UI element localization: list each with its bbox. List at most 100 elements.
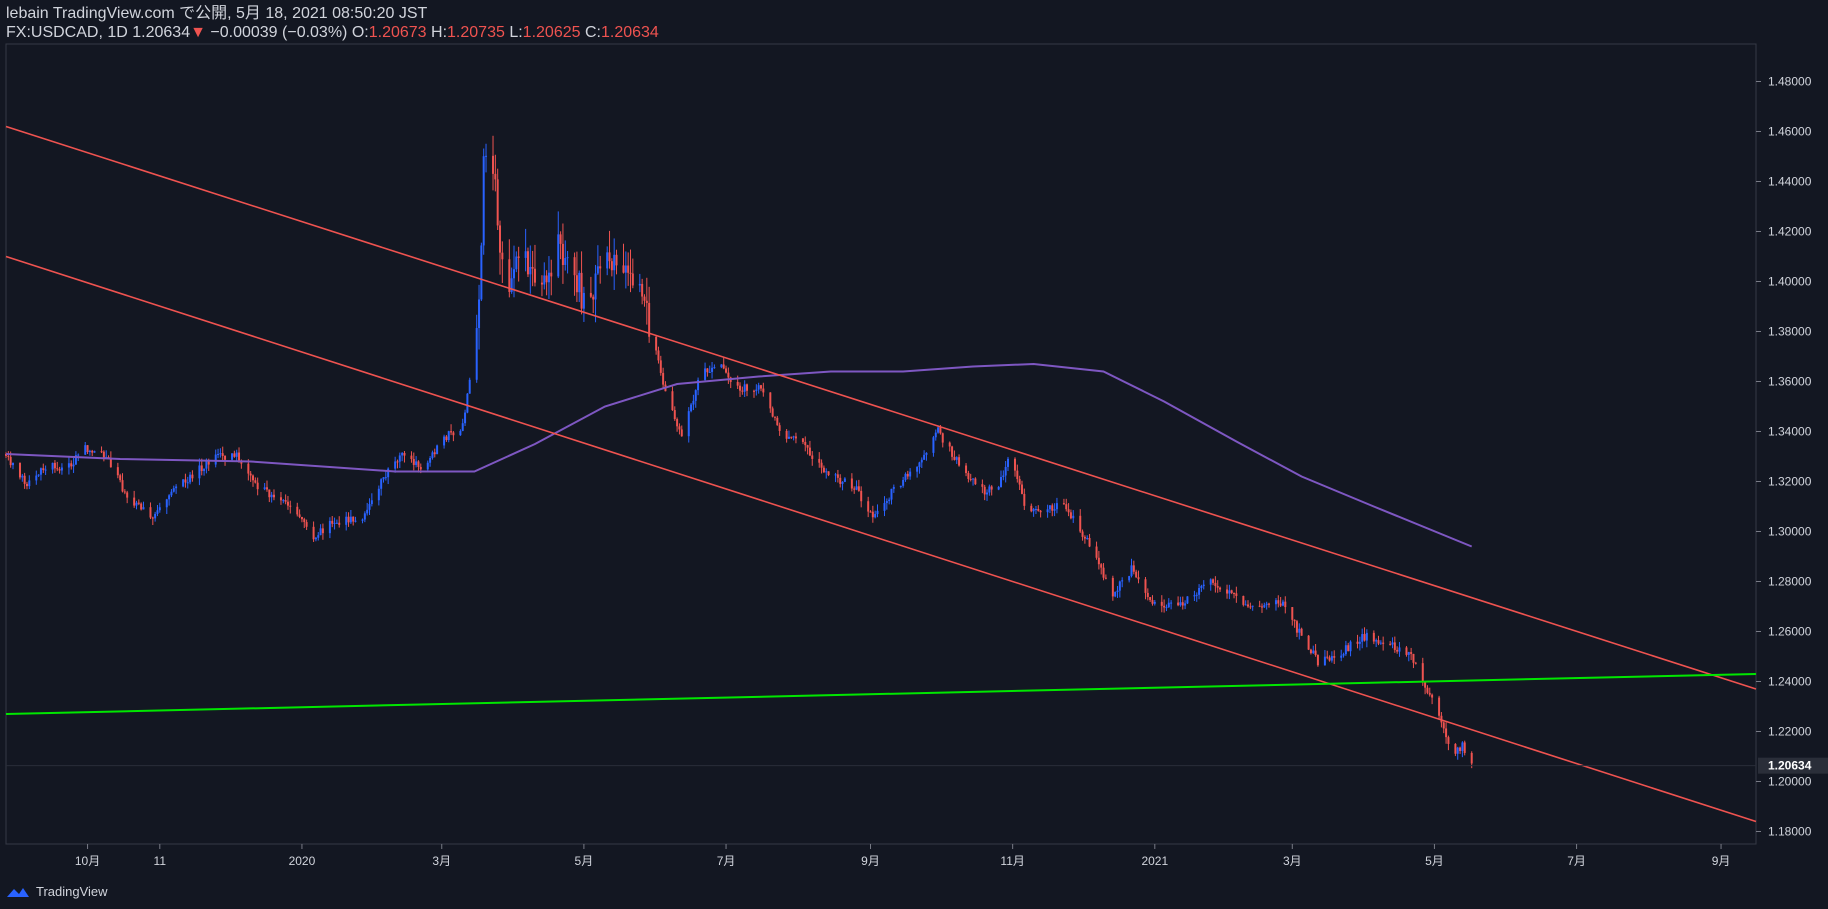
candle-body <box>1100 564 1103 568</box>
candle-body <box>988 486 991 493</box>
candle-body <box>1097 557 1100 565</box>
channel-upper-line <box>5 125 1757 690</box>
candle-body <box>1365 632 1368 641</box>
candle-body <box>1330 656 1333 661</box>
publish-info: lebain TradingView.com で公開, 5月 18, 2021 … <box>6 5 428 22</box>
candle-body <box>1046 509 1049 513</box>
candle-body <box>972 478 975 480</box>
candle-body <box>1193 595 1196 597</box>
candle-body <box>580 272 583 309</box>
candle-body <box>762 388 765 393</box>
candle-body <box>142 507 145 510</box>
candle-body <box>21 475 24 478</box>
candle-body <box>1309 649 1312 654</box>
ohlc-legend: FX:USDCAD, 1D 1.20634▼ −0.00039 (−0.03%)… <box>6 23 659 42</box>
candle-body <box>478 299 481 329</box>
candle-body <box>827 471 830 476</box>
candle-body <box>1265 603 1268 606</box>
low-value: 1.20625 <box>522 24 581 41</box>
candle-body <box>1314 650 1317 656</box>
candle-body <box>641 283 644 297</box>
candle-body <box>1454 743 1457 754</box>
candle-body <box>443 436 446 446</box>
candle-body <box>1251 605 1254 607</box>
candle-body <box>892 487 895 489</box>
candle-body <box>657 350 660 361</box>
candle-body <box>1030 505 1033 512</box>
candle-body <box>983 486 986 495</box>
candle-body <box>403 452 406 456</box>
candle-body <box>918 462 921 467</box>
candle-body <box>820 462 823 468</box>
candle-body <box>1086 537 1089 539</box>
candle-body <box>380 479 383 489</box>
candle-body <box>1293 619 1296 622</box>
candle-body <box>67 463 70 468</box>
price-axis[interactable]: 1.18000 1.20000 1.22000 1.24000 1.26000 1.280… <box>1756 75 1828 839</box>
candle-body <box>1198 587 1201 595</box>
candle-body <box>331 520 334 524</box>
candle-body <box>1396 649 1399 652</box>
candle-body <box>1195 594 1198 596</box>
candle-body <box>296 506 299 515</box>
candle-body <box>860 490 863 502</box>
open-label: O: <box>351 24 369 41</box>
candle-body <box>207 460 210 465</box>
candle-body <box>771 408 774 417</box>
candle-body <box>235 452 238 457</box>
price-tick-label: 1.30000 <box>1768 525 1812 539</box>
candle-body <box>676 419 679 427</box>
time-tick-label: 3月 <box>1283 854 1302 868</box>
candle-body <box>254 480 257 483</box>
candle-body <box>517 256 520 258</box>
candle-body <box>203 468 206 472</box>
candle-body <box>191 474 194 479</box>
candle-body <box>433 452 436 455</box>
candle-body <box>515 256 518 270</box>
time-axis[interactable]: 10月 11 2020 3月 5月 7月 9月 11月 2021 3月 5月 7月 9月 <box>6 843 1756 868</box>
moving-average-line <box>5 362 1473 548</box>
candle-body <box>186 482 189 484</box>
candle-body <box>540 282 543 285</box>
candle-body <box>1212 579 1215 583</box>
candle-body <box>582 292 585 309</box>
candle-body <box>1214 582 1217 587</box>
candle-body <box>645 300 648 303</box>
candle-body <box>1281 601 1284 606</box>
candle-body <box>925 452 928 455</box>
candle-body <box>396 461 399 463</box>
candle-body <box>1431 694 1434 698</box>
candle-body <box>678 426 681 430</box>
candle-body <box>1118 581 1121 591</box>
candle-body <box>1249 606 1252 608</box>
candle-body <box>496 179 499 226</box>
candle-body <box>857 486 860 491</box>
candle-body <box>86 445 89 453</box>
candle-body <box>836 474 839 478</box>
candle-body <box>755 389 758 392</box>
open-value: 1.20673 <box>368 24 427 41</box>
candle-body <box>184 479 187 483</box>
price-tick-label: 1.28000 <box>1768 575 1812 589</box>
candle-body <box>475 328 478 380</box>
candle-body <box>1230 590 1233 593</box>
candle-body <box>578 272 581 293</box>
candle-body <box>1307 635 1310 650</box>
candle-body <box>282 500 285 502</box>
candle-body <box>974 478 977 485</box>
candle-body <box>1104 577 1107 579</box>
candle-body <box>899 485 902 488</box>
candle-body <box>1170 602 1173 604</box>
candle-body <box>482 156 485 246</box>
tradingview-logo[interactable]: TradingView <box>6 884 108 899</box>
candle-body <box>655 336 658 351</box>
candle-body <box>1291 607 1294 620</box>
brand-name: TradingView <box>36 884 108 899</box>
price-tick-label: 1.42000 <box>1768 225 1812 239</box>
candle-body <box>312 526 315 540</box>
candle-body <box>608 252 611 262</box>
candle-body <box>906 473 909 477</box>
candle-body <box>303 519 306 523</box>
candle-body <box>268 489 271 498</box>
